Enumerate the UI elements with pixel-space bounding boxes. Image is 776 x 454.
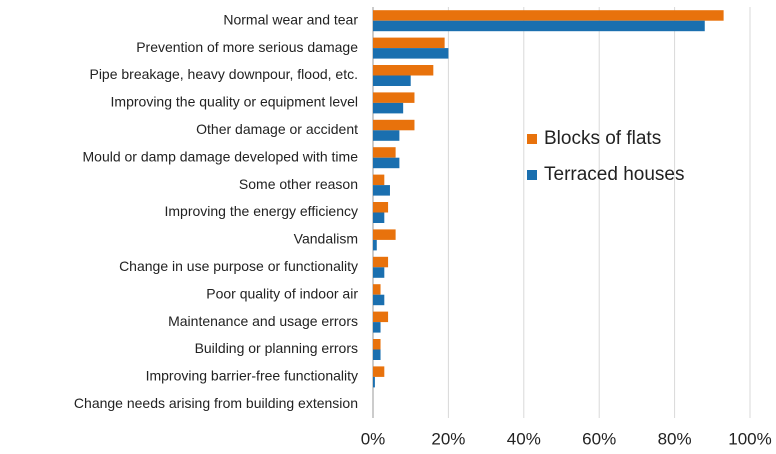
y-tick-label: Pipe breakage, heavy downpour, flood, et…: [89, 66, 358, 82]
bar: [373, 92, 415, 103]
y-tick-label: Improving the quality or equipment level: [111, 94, 358, 110]
x-tick-label: 20%: [431, 429, 465, 448]
bar: [373, 339, 381, 350]
bar: [373, 147, 396, 158]
legend-label: Blocks of flats: [544, 128, 661, 149]
y-tick-label: Prevention of more serious damage: [136, 39, 358, 55]
legend-swatch: [527, 134, 537, 144]
bar: [373, 37, 445, 49]
bar: [373, 157, 400, 169]
x-tick-label: 100%: [728, 429, 771, 448]
bar: [373, 267, 385, 278]
bar: [373, 294, 385, 306]
bar: [373, 311, 389, 323]
bar: [373, 174, 385, 186]
bar: [373, 185, 390, 196]
bar: [373, 202, 389, 213]
bar: [373, 75, 411, 86]
y-tick-label: Other damage or accident: [196, 121, 358, 137]
y-tick-label: Change in use purpose or functionality: [119, 258, 358, 274]
y-tick-label: Building or planning errors: [195, 340, 358, 356]
bar: [373, 284, 381, 295]
y-tick-label: Improving barrier-free functionality: [146, 368, 358, 384]
y-tick-label: Some other reason: [239, 176, 358, 192]
bar: [373, 10, 724, 21]
y-tick-label: Change needs arising from building exten…: [74, 395, 358, 411]
x-tick-label: 60%: [582, 429, 616, 448]
x-tick-label: 80%: [658, 429, 692, 448]
y-tick-label: Maintenance and usage errors: [168, 313, 358, 329]
bar: [373, 48, 449, 59]
bar: [373, 65, 434, 76]
bar: [373, 20, 705, 32]
bar: [373, 239, 377, 251]
legend-label: Terraced houses: [544, 164, 684, 185]
x-tick-label: 0%: [361, 429, 386, 448]
bar: [373, 366, 385, 377]
bar: [373, 212, 385, 223]
bar: [373, 376, 375, 388]
y-tick-label: Vandalism: [294, 231, 358, 247]
bar: [373, 256, 389, 268]
y-tick-label: Improving the energy efficiency: [164, 203, 358, 219]
bar: [373, 119, 415, 131]
bar: [373, 229, 396, 240]
bar: [373, 349, 381, 360]
bar: [373, 322, 381, 333]
bar: [373, 130, 400, 141]
y-tick-label: Normal wear and tear: [223, 11, 358, 27]
bar: [373, 102, 404, 114]
legend-swatch: [527, 170, 537, 180]
y-tick-label: Mould or damp damage developed with time: [83, 148, 359, 164]
y-tick-label: Poor quality of indoor air: [206, 285, 358, 301]
x-tick-label: 40%: [507, 429, 541, 448]
